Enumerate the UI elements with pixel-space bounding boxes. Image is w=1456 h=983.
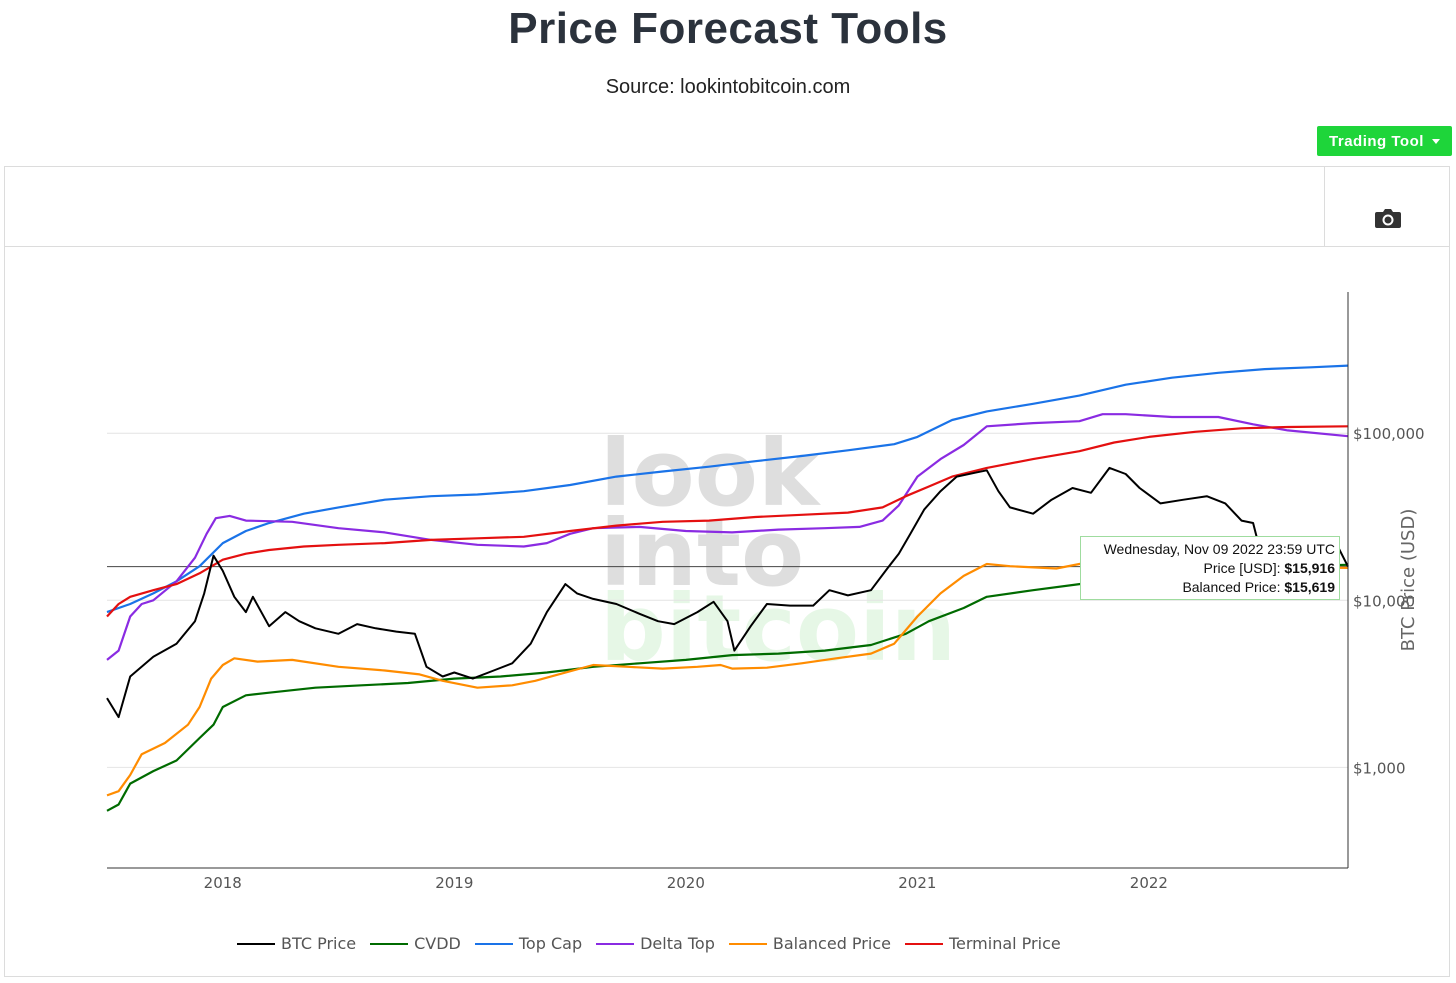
trading-tool-dropdown[interactable]: Trading Tool xyxy=(1317,126,1452,156)
legend-item-balanced-price[interactable]: Balanced Price xyxy=(728,934,891,953)
page-subtitle: Source: lookintobitcoin.com xyxy=(605,76,851,98)
legend-swatch xyxy=(728,942,767,945)
legend-item-btc-price[interactable]: BTC Price xyxy=(237,934,356,953)
series-line-top-cap xyxy=(106,364,1349,614)
legend-item-terminal-price[interactable]: Terminal Price xyxy=(904,934,1061,953)
toolbar-separator xyxy=(1324,167,1325,246)
chart-legend: BTC Price CVDD Top Cap Delta Top Balanced Pr… xyxy=(237,934,1061,953)
legend-label: CVDD xyxy=(414,934,461,953)
trading-tool-label: Trading Tool xyxy=(1329,132,1424,150)
series-line-cvdd xyxy=(106,563,1349,812)
x-tick-label: 2021 xyxy=(898,874,936,892)
series-line-terminal-price xyxy=(106,425,1349,618)
legend-label: Balanced Price xyxy=(772,934,891,953)
x-tick-label: 2020 xyxy=(667,874,705,892)
legend-label: Terminal Price xyxy=(948,934,1061,953)
tooltip-date: Wednesday, Nov 09 2022 23:59 UTC xyxy=(1103,541,1335,557)
watermark-word-2: into xyxy=(600,500,804,607)
legend-label: Top Cap xyxy=(518,934,583,953)
legend-item-delta-top[interactable]: Delta Top xyxy=(596,934,715,953)
series-line-btc-price xyxy=(106,466,1349,719)
toolbar-divider xyxy=(4,246,1450,247)
legend-swatch xyxy=(904,942,943,945)
legend-item-cvdd[interactable]: CVDD xyxy=(370,934,461,953)
legend-swatch xyxy=(474,942,513,945)
page-title: Price Forecast Tools xyxy=(508,4,948,53)
chart-panel xyxy=(4,166,1450,977)
legend-item-top-cap[interactable]: Top Cap xyxy=(474,934,583,953)
watermark: look into bitcoin xyxy=(600,420,956,682)
axes: $1,000 $10,000 $100,000 2018 2019 2020 2021 202… xyxy=(107,292,1425,892)
y-tick-label: $1,000 xyxy=(1353,759,1406,777)
tooltip-balanced-value: $15,619 xyxy=(1284,579,1335,595)
tooltip-balanced-label: Balanced Price: xyxy=(1182,579,1281,595)
tooltip-balanced-row: Balanced Price: $15,619 xyxy=(1085,578,1335,597)
legend-label: Delta Top xyxy=(640,934,715,953)
legend-label: BTC Price xyxy=(281,934,357,953)
watermark-word-3: bitcoin xyxy=(600,575,956,682)
tooltip-price-value: $15,916 xyxy=(1284,560,1335,576)
legend-swatch xyxy=(237,942,275,945)
hover-tooltip: Wednesday, Nov 09 2022 23:59 UTC Price [… xyxy=(1080,536,1340,600)
series-lines xyxy=(106,364,1349,812)
y-axis-label: BTC Price (USD) xyxy=(1398,509,1419,652)
legend-swatch xyxy=(596,942,635,945)
series-line-balanced-price xyxy=(106,558,1349,797)
grid-lines xyxy=(107,432,1348,768)
caret-down-icon xyxy=(1431,138,1440,144)
tooltip-price-label: Price [USD]: xyxy=(1203,560,1281,576)
series-line-delta-top xyxy=(106,413,1349,661)
tooltip-price-row: Price [USD]: $15,916 xyxy=(1085,559,1335,578)
y-tick-label: $100,000 xyxy=(1353,425,1425,443)
legend-swatch xyxy=(370,942,409,945)
camera-icon[interactable] xyxy=(1374,205,1402,231)
x-tick-label: 2018 xyxy=(204,874,242,892)
x-tick-label: 2022 xyxy=(1130,874,1168,892)
x-tick-label: 2019 xyxy=(435,874,473,892)
y-tick-label: $10,000 xyxy=(1353,592,1415,610)
